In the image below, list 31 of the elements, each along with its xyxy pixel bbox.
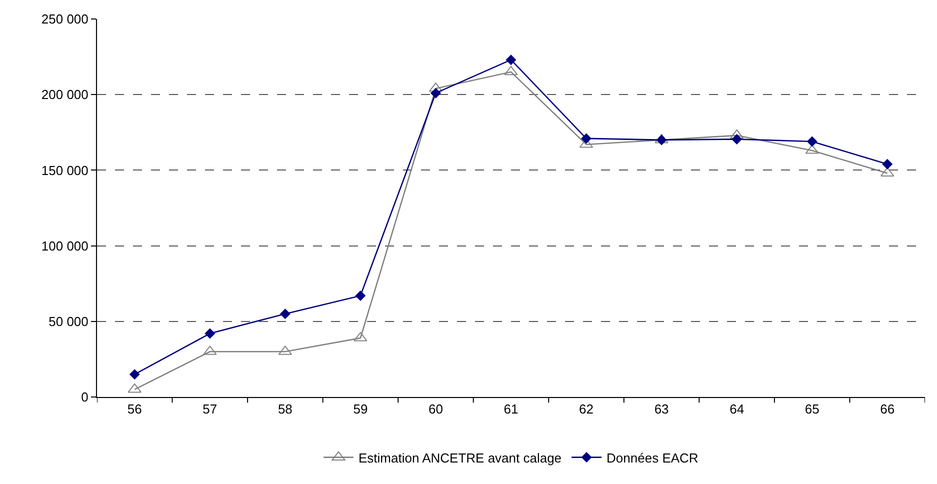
x-tick-label: 66: [880, 402, 895, 417]
x-tick-label: 62: [579, 402, 594, 417]
point: [581, 133, 592, 144]
y-tick-label: 250 000: [41, 12, 88, 27]
y-tick-label: 100 000: [41, 238, 88, 254]
y-tick-label: 0: [81, 390, 88, 405]
point: [130, 369, 140, 380]
x-tick-label: 63: [654, 402, 669, 417]
y-tick-label: 50 000: [48, 314, 88, 329]
point: [204, 328, 215, 339]
point: [128, 383, 142, 393]
point: [732, 134, 742, 144]
x-tick-label: 65: [804, 402, 820, 417]
x-tick-label: 60: [428, 402, 443, 417]
x-tick-label: 64: [730, 402, 744, 417]
y-tick-label: 150 000: [41, 162, 88, 178]
point: [355, 290, 366, 301]
x-tick-label: 56: [127, 402, 142, 417]
x-tick-label: 57: [202, 402, 218, 417]
y-tick-label: 200 000: [41, 87, 88, 102]
point: [882, 159, 892, 170]
point: [506, 54, 516, 65]
legend-label: Données EACR: [606, 450, 698, 466]
legend-label: Estimation ANCETRE avant calage: [358, 450, 562, 466]
x-tick-label: 59: [353, 402, 368, 417]
x-tick-label: 61: [504, 402, 518, 417]
point: [280, 308, 290, 319]
point: [807, 136, 818, 147]
point: [504, 66, 518, 76]
x-tick-label: 58: [278, 402, 292, 417]
point: [430, 88, 441, 98]
